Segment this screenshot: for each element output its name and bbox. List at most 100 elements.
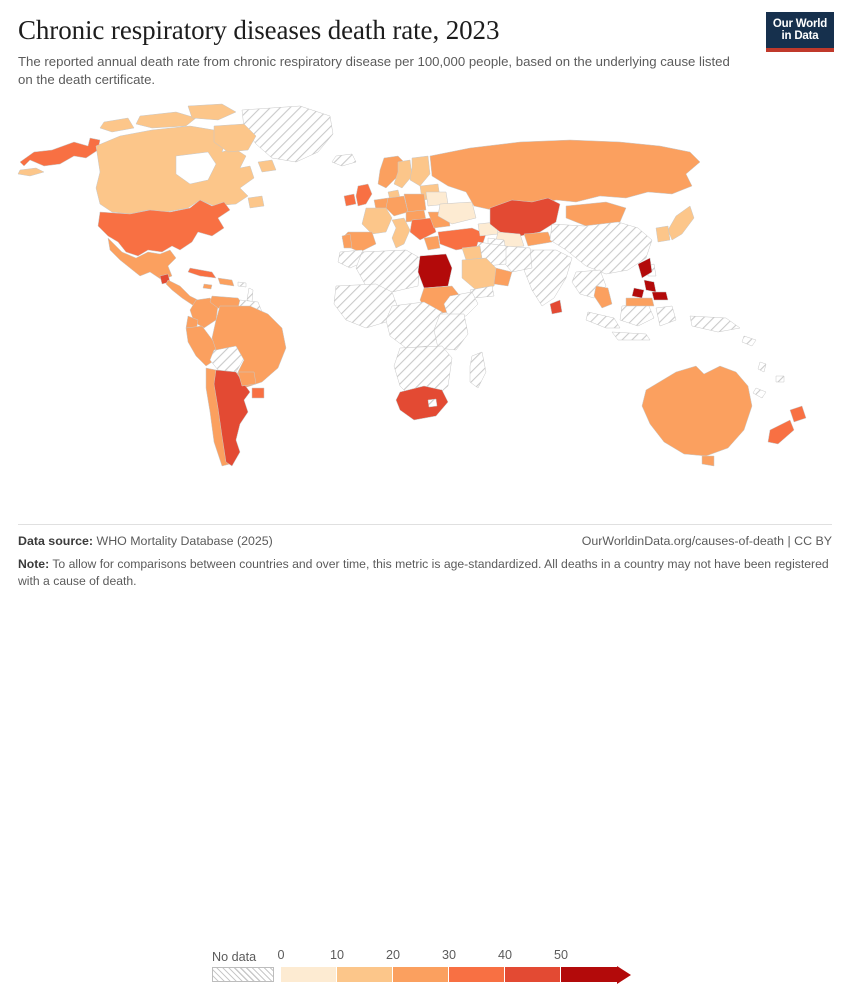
chart-note: Note: To allow for comparisons between c… [18, 556, 832, 589]
country-east-africa[interactable] [433, 313, 469, 351]
country-jamaica[interactable] [202, 283, 213, 290]
country-philippines-luxon[interactable] [637, 257, 653, 279]
country-philippines-4[interactable] [631, 287, 645, 299]
island-solomon[interactable] [741, 335, 757, 347]
legend-bin-0-10[interactable] [281, 967, 337, 982]
country-india[interactable] [523, 249, 573, 307]
island-vanuatu[interactable] [757, 361, 767, 373]
country-puerto-rico[interactable] [237, 281, 247, 288]
country-greenland[interactable] [241, 105, 334, 163]
country-oman-uae[interactable] [493, 267, 513, 287]
country-greece[interactable] [423, 235, 441, 251]
country-sweden[interactable] [393, 159, 413, 189]
owid-logo-line2: in Data [781, 30, 819, 42]
country-russia[interactable] [429, 139, 701, 211]
country-madagascar[interactable] [469, 351, 487, 389]
country-ireland[interactable] [343, 193, 357, 207]
country-alaska[interactable] [19, 137, 101, 167]
country-canada-islands-2[interactable] [187, 103, 237, 121]
legend-bin-30-40[interactable] [449, 967, 505, 982]
country-china[interactable] [549, 221, 653, 275]
footer-divider [18, 524, 832, 525]
island-fiji[interactable] [775, 375, 785, 383]
legend-tick-20: 20 [385, 948, 401, 962]
country-central-america[interactable] [165, 279, 199, 307]
legend-tick-10: 10 [329, 948, 345, 962]
legend-bin-40-50[interactable] [505, 967, 561, 982]
country-sri-lanka[interactable] [549, 299, 563, 315]
country-papua-new-guinea[interactable] [689, 315, 741, 333]
country-argentina[interactable] [213, 369, 251, 467]
legend-no-data-label: No data [212, 950, 257, 964]
country-hungary-balkans[interactable] [409, 217, 437, 241]
legend-bin-50-[interactable] [561, 967, 617, 982]
country-aleutians[interactable] [17, 167, 45, 177]
country-paraguay[interactable] [237, 371, 257, 387]
country-lesotho[interactable] [427, 398, 438, 408]
map-countries [17, 103, 807, 467]
world-map[interactable] [0, 100, 850, 470]
country-philippines-3[interactable] [651, 291, 669, 301]
map-legend: No data 0 10 20 30 40 50 [0, 470, 850, 984]
country-germany[interactable] [385, 195, 409, 217]
country-new-zealand-north[interactable] [789, 405, 807, 423]
country-philippines-2[interactable] [643, 279, 657, 293]
country-canada-islands-3[interactable] [99, 117, 135, 133]
country-finland[interactable] [409, 155, 431, 187]
country-mongolia[interactable] [565, 201, 627, 227]
country-united-kingdom[interactable] [355, 183, 373, 207]
country-france[interactable] [361, 207, 393, 235]
hatch-pattern-icon [213, 968, 273, 981]
country-new-zealand-south[interactable] [767, 419, 795, 445]
note-label: Note: [18, 557, 50, 571]
country-iraq[interactable] [461, 245, 483, 261]
country-central-africa[interactable] [385, 301, 445, 349]
country-indonesia-borneo[interactable] [619, 303, 655, 327]
legend-no-data-swatch[interactable] [212, 967, 274, 982]
country-kazakhstan[interactable] [489, 197, 561, 237]
country-indonesia-sulawesi[interactable] [655, 305, 677, 327]
legend-tick-40: 40 [497, 948, 513, 962]
island-new-caledonia[interactable] [752, 387, 767, 399]
country-malaysia-borneo[interactable] [625, 297, 655, 307]
country-ukraine[interactable] [437, 201, 477, 225]
country-thailand-malaysia[interactable] [593, 285, 613, 309]
country-west-africa[interactable] [333, 283, 399, 329]
legend-bin-20-30[interactable] [393, 967, 449, 982]
country-algeria-libya[interactable] [355, 249, 421, 293]
country-hispaniola[interactable] [217, 277, 235, 287]
country-newfoundland[interactable] [247, 195, 265, 209]
country-portugal[interactable] [341, 233, 353, 249]
chart-subtitle: The reported annual death rate from chro… [18, 54, 730, 87]
country-united-states[interactable] [97, 199, 231, 257]
country-korea[interactable] [655, 225, 671, 243]
country-mexico[interactable] [107, 237, 177, 281]
country-tasmania[interactable] [701, 455, 715, 467]
country-horn-of-africa[interactable] [443, 291, 479, 317]
country-poland[interactable] [403, 193, 427, 213]
country-canada-baffin[interactable] [213, 123, 257, 153]
footer-link[interactable]: OurWorldinData.org/causes-of-death | CC … [581, 534, 832, 548]
country-japan[interactable] [667, 205, 695, 241]
country-canada-island-small[interactable] [257, 159, 277, 173]
country-indonesia-sumatra[interactable] [585, 311, 621, 329]
owid-logo-text: Our World in Data [773, 18, 827, 43]
map-svg [17, 103, 807, 467]
country-italy[interactable] [391, 217, 411, 249]
legend-color-ramp[interactable]: 0 10 20 30 40 50 [277, 948, 631, 984]
country-egypt[interactable] [417, 253, 453, 289]
owid-logo[interactable]: Our World in Data [766, 12, 834, 52]
country-south-africa[interactable] [395, 385, 449, 421]
country-iceland[interactable] [331, 153, 357, 167]
country-uruguay[interactable] [251, 387, 265, 399]
country-canada-islands-1[interactable] [135, 111, 197, 129]
country-lesser-antilles[interactable] [246, 287, 254, 303]
hudson-bay [175, 151, 217, 185]
country-kyrgyzstan[interactable] [523, 231, 553, 247]
chart-header: Chronic respiratory diseases death rate,… [0, 0, 850, 88]
country-cuba[interactable] [187, 267, 217, 279]
country-indonesia-java[interactable] [611, 331, 651, 341]
country-saudi-arabia[interactable] [461, 257, 499, 291]
legend-bin-10-20[interactable] [337, 967, 393, 982]
country-australia[interactable] [641, 365, 753, 457]
